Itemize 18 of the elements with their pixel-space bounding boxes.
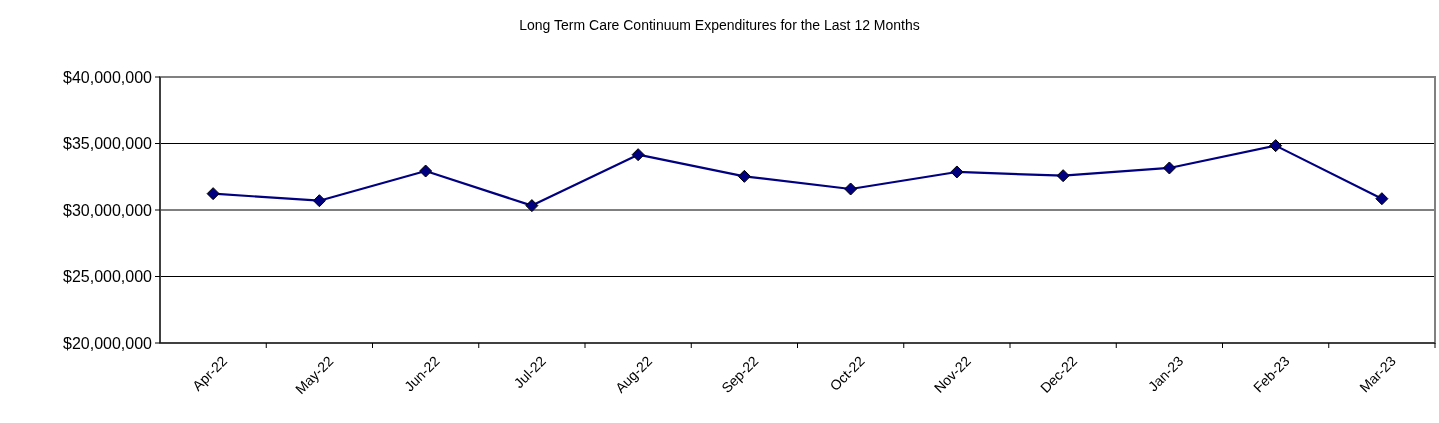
- point: [631, 148, 645, 162]
- y-tick-label: $40,000,000: [63, 68, 153, 86]
- point: [1056, 169, 1070, 183]
- y-tick-label: $20,000,000: [63, 334, 153, 352]
- y-tick-label: $35,000,000: [63, 135, 153, 153]
- point: [419, 164, 433, 178]
- y-tick-label: $30,000,000: [63, 201, 153, 219]
- point: [1162, 161, 1176, 175]
- point: [844, 182, 858, 196]
- point: [1375, 192, 1389, 206]
- point: [525, 199, 539, 213]
- y-tick-label: $25,000,000: [63, 268, 153, 286]
- point: [1269, 139, 1283, 153]
- point: [206, 187, 220, 201]
- point: [312, 194, 326, 208]
- point: [950, 165, 964, 179]
- point: [737, 169, 751, 183]
- chart-title: Long Term Care Continuum Expenditures for the Last 12 Months: [519, 17, 920, 33]
